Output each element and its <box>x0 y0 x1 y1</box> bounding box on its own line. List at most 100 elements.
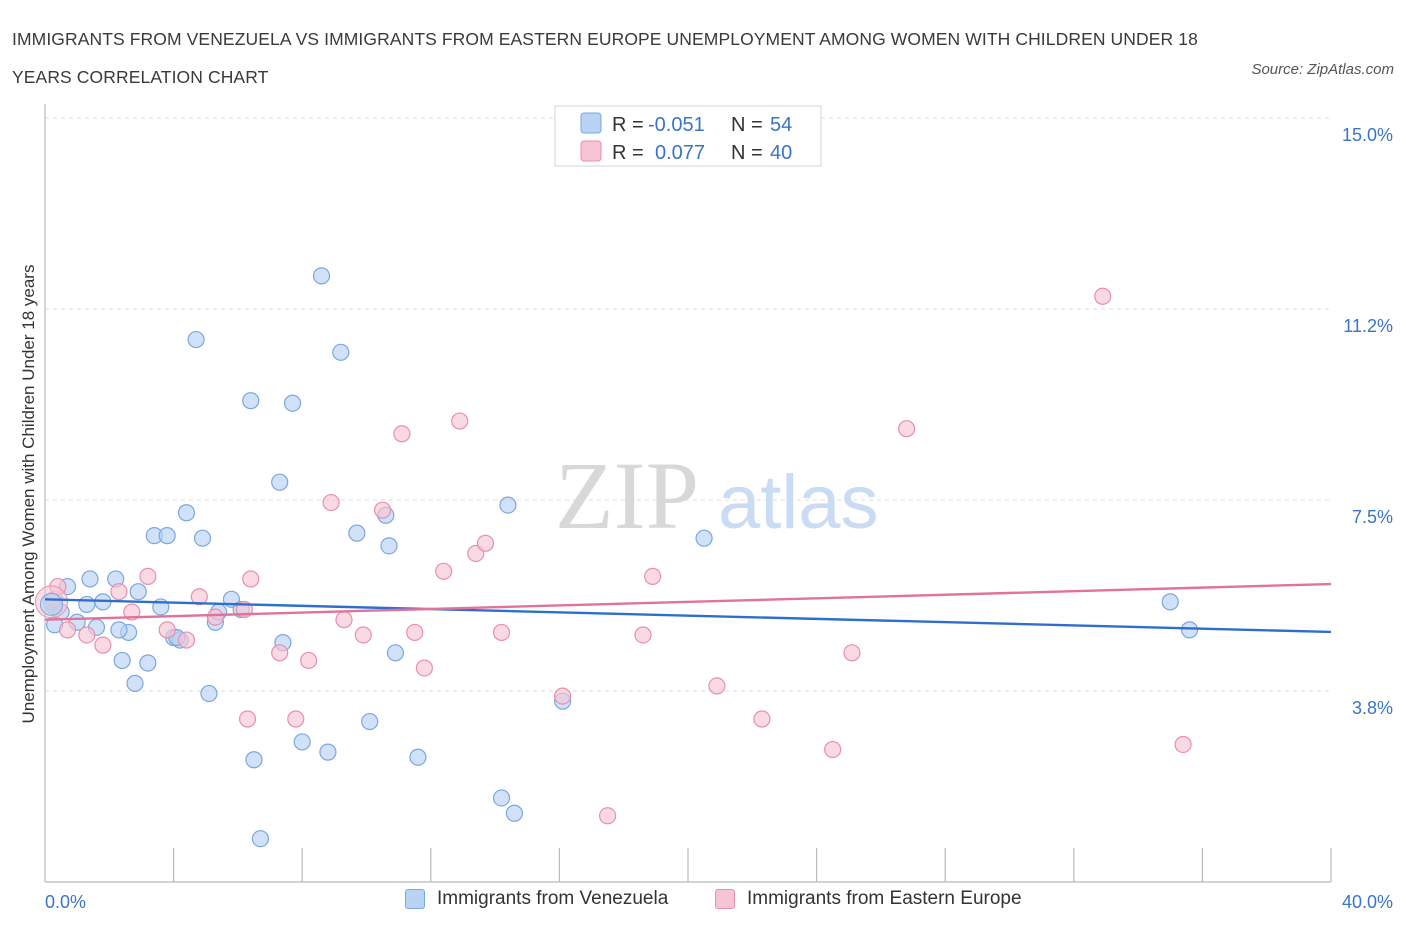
point-0-12 <box>126 674 144 692</box>
point-0-43 <box>409 748 427 766</box>
point-1-32 <box>634 626 652 644</box>
point-1-10 <box>190 588 208 606</box>
point-1-34 <box>708 677 726 695</box>
x-tick-label-1: 40.0% <box>1342 892 1393 912</box>
point-0-51 <box>110 621 128 639</box>
point-0-10 <box>113 651 131 670</box>
point-0-20 <box>177 504 196 522</box>
source-label: Source: ZipAtlas.com <box>1251 61 1394 78</box>
point-1-14 <box>242 570 260 588</box>
legend-item-venezuela[interactable]: Immigrants from Venezuela <box>405 888 668 910</box>
legend-label-venezuela: Immigrants from Venezuela <box>437 888 669 909</box>
point-0-48 <box>695 529 713 547</box>
point-1-11 <box>206 608 224 626</box>
legend-n-value-1: 54 <box>770 114 792 136</box>
point-1-26 <box>451 412 469 430</box>
series-1 <box>46 287 1192 825</box>
point-0-38 <box>348 524 366 542</box>
point-0-30 <box>251 830 270 848</box>
legend-label-eastern-europe: Immigrants from Eastern Europe <box>747 888 1022 909</box>
point-1-15 <box>271 644 289 662</box>
y-tick-label-0: 3.8% <box>1352 698 1393 718</box>
point-0-29 <box>245 751 263 769</box>
point-1-13 <box>238 710 257 728</box>
point-1-31 <box>599 807 617 825</box>
point-0-42 <box>386 644 405 662</box>
point-1-9 <box>177 631 196 649</box>
point-0-45 <box>499 496 517 514</box>
legend-r-label-1: R = <box>612 114 644 136</box>
y-axis-label: Unemployment Among Women with Children U… <box>19 265 38 724</box>
x-tick-labels: 0.0% 40.0% <box>45 892 1393 912</box>
point-1-21 <box>373 501 392 519</box>
point-0-36 <box>319 743 337 761</box>
trend-lines <box>44 582 1332 634</box>
point-0-6 <box>81 570 99 588</box>
point-1-19 <box>335 611 353 629</box>
legend-swatch-venezuela <box>580 112 602 134</box>
point-0-22 <box>193 529 212 547</box>
point-0-46 <box>505 804 523 822</box>
point-0-49 <box>1161 593 1179 611</box>
point-1-17 <box>300 651 318 670</box>
point-1-7 <box>139 567 157 586</box>
watermark: ZIP atlas <box>555 442 879 549</box>
point-0-5 <box>78 595 96 614</box>
y-tick-label-2: 11.2% <box>1343 316 1393 336</box>
legend-r-value-1: -0.051 <box>648 114 705 136</box>
point-1-8 <box>158 621 176 639</box>
point-1-37 <box>843 644 861 662</box>
point-0-13 <box>129 583 147 601</box>
trend-line-0 <box>44 598 1332 634</box>
point-1-22 <box>393 425 411 443</box>
legend-swatch-pink <box>715 889 735 909</box>
point-1-36 <box>824 740 842 759</box>
point-0-28 <box>242 392 260 410</box>
watermark-atlas: atlas <box>718 460 879 545</box>
point-1-28 <box>476 534 495 552</box>
legend-item-eastern-europe[interactable]: Immigrants from Eastern Europe <box>715 888 1022 910</box>
point-1-35 <box>753 710 771 728</box>
data-points <box>34 267 1199 848</box>
point-0-37 <box>332 343 350 361</box>
point-1-5 <box>110 583 128 601</box>
point-1-39 <box>1094 287 1112 305</box>
point-0-14 <box>139 654 157 672</box>
point-0-35 <box>312 267 331 285</box>
legend-swatch-blue <box>405 889 425 909</box>
y-tick-labels: 3.8% 7.5% 11.2% 15.0% <box>1342 125 1393 718</box>
point-0-17 <box>158 527 176 545</box>
legend-n-value-2: 40 <box>770 142 792 164</box>
point-1-2 <box>58 621 77 639</box>
point-1-29 <box>492 623 511 642</box>
point-0-44 <box>492 789 511 807</box>
point-0-34 <box>293 733 311 751</box>
point-1-20 <box>354 626 372 644</box>
point-0-31 <box>271 473 289 491</box>
point-1-40 <box>1174 735 1192 754</box>
legend-n-label-2: N = <box>731 142 763 164</box>
x-tick-label-0: 0.0% <box>45 892 86 912</box>
legend-bottom: Immigrants from Venezuela Immigrants fro… <box>0 888 1406 918</box>
point-1-38 <box>898 420 916 438</box>
point-1-25 <box>435 562 453 580</box>
legend-r-label-2: R = <box>612 142 644 164</box>
point-1-4 <box>94 636 112 654</box>
point-0-41 <box>380 537 398 555</box>
legend-swatch-eastern-europe <box>580 140 602 162</box>
legend-r-value-2: 0.077 <box>655 142 705 164</box>
y-tick-label-3: 15.0% <box>1342 125 1393 145</box>
point-0-39 <box>361 712 379 731</box>
series-0 <box>42 267 1199 848</box>
point-1-24 <box>415 659 433 677</box>
point-1-3 <box>78 626 96 644</box>
y-axis-title: Unemployment Among Women with Children U… <box>19 265 38 724</box>
y-tick-label-1: 7.5% <box>1352 507 1393 527</box>
point-1-23 <box>406 623 424 642</box>
point-1-33 <box>644 567 662 586</box>
point-1-30 <box>554 687 572 705</box>
point-0-23 <box>200 684 218 703</box>
point-1-18 <box>322 493 340 512</box>
legend-top: R = -0.051 N = 54 R = 0.077 N = 40 <box>554 105 822 167</box>
